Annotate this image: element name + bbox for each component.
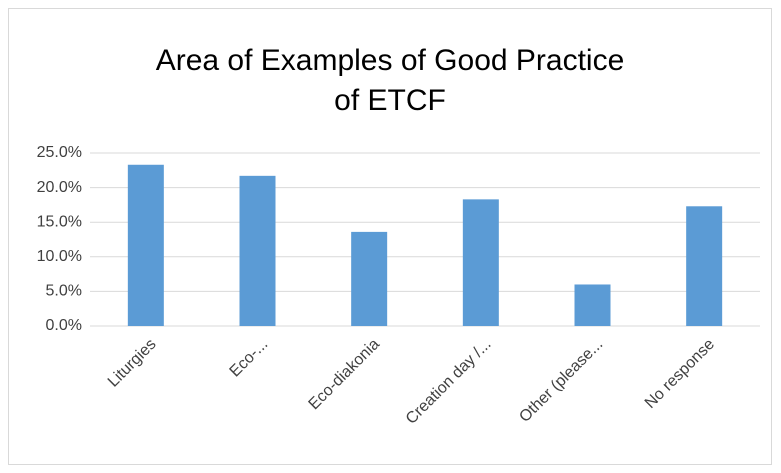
y-tick-label: 10.0% [37, 248, 82, 265]
bar [574, 284, 611, 326]
bar [239, 175, 276, 326]
bar [462, 199, 499, 326]
y-tick-label: 25.0% [37, 144, 82, 161]
y-tick-label: 0.0% [46, 317, 82, 334]
y-tick-label: 5.0% [46, 283, 82, 300]
bar [686, 206, 723, 326]
y-tick-label: 20.0% [37, 179, 82, 196]
chart-title: Area of Examples of Good Practice [156, 44, 625, 77]
y-tick-label: 15.0% [37, 213, 82, 230]
bar [127, 164, 164, 326]
chart-title: of ETCF [334, 84, 446, 117]
bar [351, 231, 388, 326]
